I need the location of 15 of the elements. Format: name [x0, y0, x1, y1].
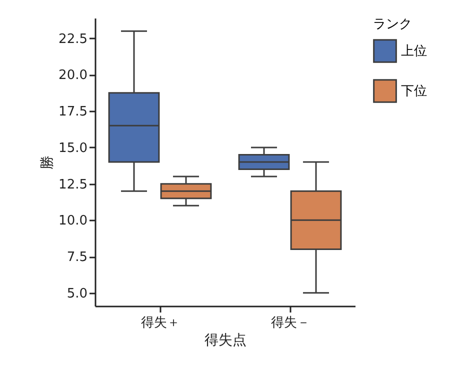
- x-tick-label: 得失＋: [141, 316, 180, 330]
- y-tick-label: 22.5: [58, 32, 88, 47]
- legend-title: ランク: [373, 17, 412, 32]
- legend-label: 上位: [401, 44, 427, 59]
- legend-label: 下位: [401, 84, 427, 99]
- y-tick-label: 17.5: [58, 104, 88, 120]
- y-axis-title: 勝: [40, 156, 56, 170]
- y-tick-label: 20.0: [58, 68, 88, 84]
- x-axis-title: 得失点: [204, 332, 246, 348]
- y-tick-label: 5.0: [66, 286, 88, 302]
- y-tick-label: 12.5: [58, 177, 88, 192]
- y-tick-label: 10.0: [58, 214, 88, 229]
- y-tick-label: 15.0: [58, 140, 88, 156]
- y-tick-label: 7.5: [66, 250, 88, 266]
- x-tick-label: 得失－: [271, 316, 310, 330]
